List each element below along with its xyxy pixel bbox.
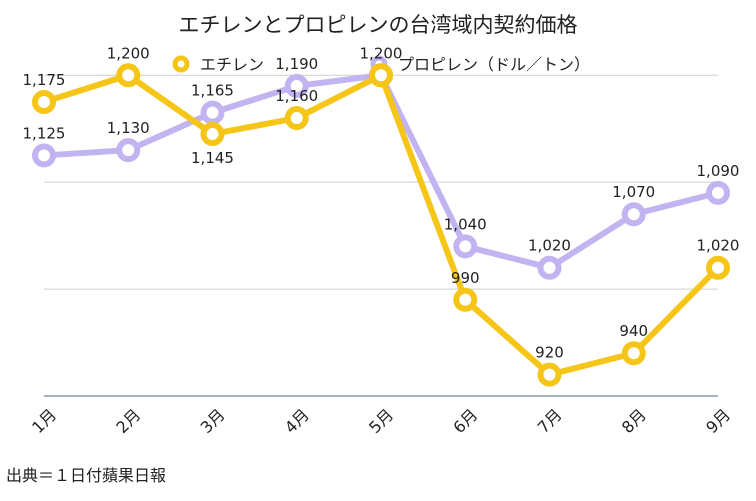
x-tick-label: 1月 [28,405,60,437]
data-label-propylene: 1,020 [528,237,571,255]
data-label-propylene: 1,125 [23,124,66,142]
x-tick-label: 8月 [618,405,650,437]
data-point-propylene [116,138,141,163]
chart-title: エチレンとプロピレンの台湾域内契約価格 [179,13,578,37]
data-label-ethylene: 940 [619,322,648,340]
data-label-ethylene: 1,145 [191,149,234,167]
data-point-ethylene [200,122,225,147]
data-labels: 1,175 1,200 1,145 1,160 1,200 990 920 940 1,020 1… [23,44,740,361]
legend: エチレン プロピレン（ドル／トン） [172,55,590,74]
data-point-propylene [621,202,646,227]
series-points [32,63,730,387]
x-tick-label: 4月 [281,405,313,437]
x-tick-label: 2月 [112,405,144,437]
data-point-propylene [284,73,309,98]
data-point-propylene [706,180,730,205]
data-point-ethylene [369,63,393,88]
data-label-ethylene: 990 [451,269,480,287]
data-point-ethylene [453,287,478,312]
data-point-propylene [537,255,562,280]
x-tick-label: 7月 [534,405,566,437]
legend-label-propylene: プロピレン（ドル／トン） [398,55,590,74]
data-point-ethylene [537,362,562,387]
data-point-propylene [32,143,56,168]
data-label-propylene: 1,090 [697,162,740,180]
data-label-ethylene: 1,200 [360,44,403,62]
x-tick-label: 3月 [197,405,229,437]
data-label-ethylene: 1,200 [107,44,150,62]
data-label-ethylene: 1,175 [23,71,66,89]
data-point-ethylene [116,63,141,88]
data-label-ethylene: 1,020 [697,237,740,255]
legend-label-ethylene: エチレン [200,55,264,74]
source-note: 出典＝１日付蘋果日報 [6,466,167,485]
data-label-ethylene: 920 [535,344,564,362]
data-point-propylene [453,234,478,259]
x-tick-label: 6月 [449,405,481,437]
x-tick-label: 5月 [365,405,397,437]
data-label-propylene: 1,070 [612,183,655,201]
legend-marker-ethylene [172,55,190,73]
data-label-propylene: 1,040 [444,215,487,233]
data-label-propylene: 1,190 [275,55,318,73]
data-point-propylene [200,100,225,125]
x-axis-ticks: 1月 2月 3月 4月 5月 6月 7月 8月 9月 [28,405,734,437]
data-label-ethylene: 1,160 [275,87,318,105]
data-label-propylene: 1,165 [191,82,234,100]
data-point-ethylene [32,89,56,114]
data-point-ethylene [706,255,730,280]
data-label-propylene: 1,130 [107,119,150,137]
x-tick-label: 9月 [702,405,734,437]
data-point-ethylene [621,341,646,366]
data-point-ethylene [284,106,309,131]
series-line-propylene [43,72,719,271]
